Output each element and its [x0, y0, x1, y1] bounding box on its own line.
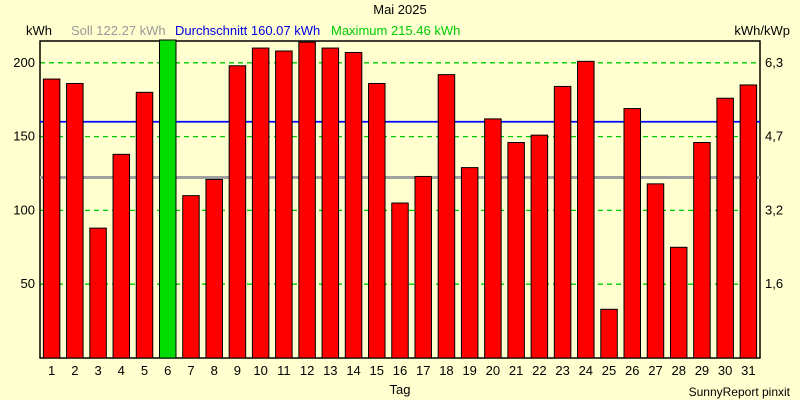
credit-label: SunnyReport pinxit	[688, 385, 790, 399]
left-tick-label-100: 100	[13, 202, 35, 217]
left-axis-unit-label: kWh	[26, 23, 52, 38]
right-tick-label-6,3: 6,3	[765, 55, 783, 70]
chart-title: Mai 2025	[373, 2, 427, 17]
bar-day-3	[89, 227, 107, 359]
x-tick-label-1: 1	[48, 363, 55, 378]
x-tick-label-19: 19	[462, 363, 476, 378]
bar-day-7	[182, 195, 200, 359]
bar-day-18	[437, 74, 456, 359]
bar-day-16	[391, 202, 409, 359]
x-tick-label-10: 10	[253, 363, 267, 378]
x-tick-label-4: 4	[118, 363, 125, 378]
bar-day-1	[42, 78, 61, 359]
bar-day-4	[112, 153, 131, 359]
x-tick-label-11: 11	[277, 363, 291, 378]
bar-day-21	[507, 142, 525, 359]
bar-day-5	[135, 91, 154, 359]
bar-day-15	[368, 82, 386, 359]
bar-day-28	[669, 246, 688, 359]
x-tick-label-28: 28	[671, 363, 685, 378]
bar-day-25	[600, 308, 618, 359]
legend-durchschnitt-label: Durchschnitt 160.07 kWh	[175, 23, 321, 38]
x-tick-label-16: 16	[393, 363, 407, 378]
x-tick-label-14: 14	[346, 363, 360, 378]
bar-day-6	[158, 39, 177, 359]
x-tick-label-3: 3	[94, 363, 101, 378]
x-tick-label-24: 24	[579, 363, 593, 378]
bar-day-17	[414, 175, 432, 359]
bar-day-30	[716, 97, 734, 359]
bar-day-20	[484, 118, 502, 359]
bar-day-2	[66, 82, 84, 359]
bar-day-22	[530, 134, 549, 359]
x-tick-label-15: 15	[370, 363, 384, 378]
x-tick-label-7: 7	[187, 363, 194, 378]
x-tick-label-31: 31	[741, 363, 755, 378]
right-axis-unit-label: kWh/kWp	[734, 23, 790, 38]
legend-soll-label: Soll 122.27 kWh	[71, 23, 166, 38]
x-tick-label-9: 9	[234, 363, 241, 378]
legend-maximum-label: Maximum 215.46 kWh	[331, 23, 461, 38]
left-tick-label-50: 50	[21, 276, 35, 291]
x-tick-label-27: 27	[648, 363, 662, 378]
x-tick-label-30: 30	[718, 363, 732, 378]
bar-day-14	[344, 51, 363, 359]
x-tick-label-5: 5	[141, 363, 148, 378]
bar-day-31	[739, 84, 758, 359]
x-tick-label-25: 25	[602, 363, 616, 378]
x-axis-title: Tag	[389, 382, 411, 397]
x-tick-label-2: 2	[71, 363, 78, 378]
x-tick-label-23: 23	[555, 363, 569, 378]
x-tick-label-8: 8	[211, 363, 218, 378]
bar-day-12	[298, 41, 316, 359]
x-tick-label-21: 21	[509, 363, 523, 378]
bar-day-29	[693, 142, 711, 359]
bar-day-11	[275, 50, 293, 359]
x-tick-label-6: 6	[164, 363, 171, 378]
bar-day-26	[623, 108, 642, 359]
bar-day-24	[577, 60, 595, 359]
bar-day-10	[251, 47, 270, 359]
bar-day-13	[321, 47, 340, 359]
x-tick-label-13: 13	[323, 363, 337, 378]
right-tick-label-4,7: 4,7	[765, 129, 783, 144]
x-tick-label-17: 17	[416, 363, 430, 378]
right-tick-label-1,6: 1,6	[765, 276, 783, 291]
x-tick-label-26: 26	[625, 363, 639, 378]
x-tick-label-20: 20	[486, 363, 500, 378]
x-tick-label-22: 22	[532, 363, 546, 378]
x-tick-label-12: 12	[300, 363, 314, 378]
bar-day-27	[646, 183, 665, 359]
x-tick-label-18: 18	[439, 363, 453, 378]
bar-day-8	[205, 178, 223, 359]
bar-day-9	[228, 65, 247, 359]
left-tick-label-150: 150	[13, 129, 35, 144]
right-tick-label-3,2: 3,2	[765, 202, 783, 217]
left-tick-label-200: 200	[13, 55, 35, 70]
bar-day-19	[460, 167, 479, 359]
x-tick-label-29: 29	[695, 363, 709, 378]
bar-day-23	[553, 85, 572, 359]
